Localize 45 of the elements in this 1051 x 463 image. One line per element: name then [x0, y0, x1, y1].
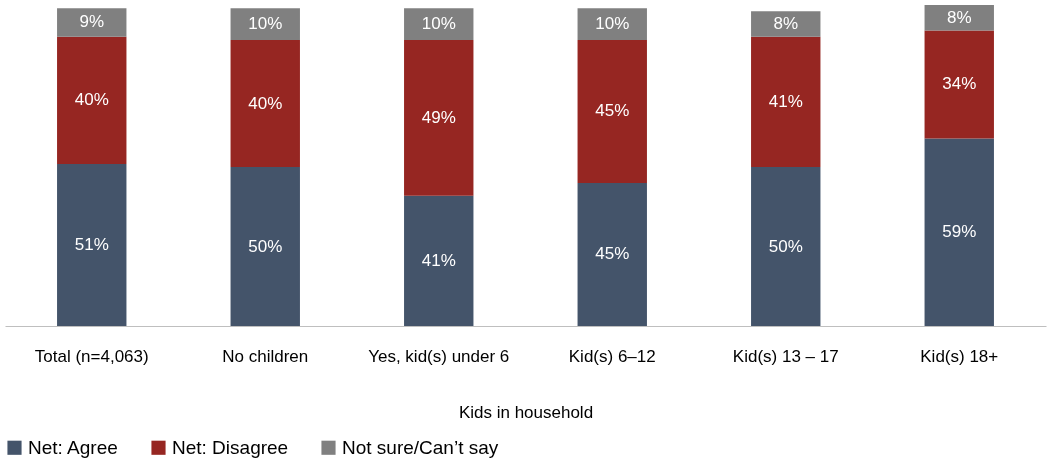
- data-label: 45%: [595, 244, 630, 264]
- bar: [57, 36, 127, 164]
- bar: [751, 167, 821, 326]
- bar: [404, 39, 474, 196]
- bar: [577, 8, 647, 40]
- data-label: 41%: [768, 91, 803, 111]
- data-label: 50%: [248, 236, 283, 256]
- legend-label: Not sure/Can’t say: [342, 436, 499, 458]
- bar: [924, 138, 994, 326]
- x-tick-label: Kid(s) 6–12: [568, 346, 656, 366]
- data-label: 59%: [942, 222, 977, 242]
- bar: [751, 36, 821, 168]
- bar: [404, 195, 474, 326]
- bar: [577, 182, 647, 326]
- bar: [230, 39, 300, 168]
- x-tick-label: Kid(s) 18+: [920, 346, 999, 366]
- data-label: 10%: [595, 14, 630, 34]
- data-label: 41%: [421, 250, 456, 270]
- x-tick-label: Yes, kid(s) under 6: [368, 346, 510, 366]
- legend-label: Net: Disagree: [172, 436, 289, 458]
- x-axis-title: Kids in household: [458, 402, 594, 422]
- bar: [577, 39, 647, 183]
- x-tick-label: Total (n=4,063): [34, 346, 149, 366]
- bar: [230, 8, 300, 40]
- data-label: 50%: [768, 236, 803, 256]
- bar: [57, 8, 127, 37]
- data-label: 8%: [773, 14, 799, 34]
- bar: [924, 30, 994, 139]
- x-tick-label: Kid(s) 13 – 17: [732, 346, 839, 366]
- bar: [57, 163, 127, 326]
- x-tick-label: No children: [222, 346, 309, 366]
- bar: [751, 11, 821, 37]
- data-label: 45%: [595, 101, 630, 121]
- data-label: 8%: [946, 7, 972, 27]
- data-label: 40%: [248, 93, 283, 113]
- data-label: 10%: [248, 14, 283, 34]
- bar: [404, 8, 474, 40]
- legend-label: Net: Agree: [28, 436, 118, 458]
- data-label: 49%: [421, 107, 456, 127]
- data-label: 34%: [942, 74, 977, 94]
- data-label: 40%: [74, 90, 109, 110]
- data-label: 10%: [421, 14, 456, 34]
- bar: [230, 167, 300, 326]
- data-label: 9%: [79, 12, 105, 32]
- data-label: 51%: [74, 234, 109, 254]
